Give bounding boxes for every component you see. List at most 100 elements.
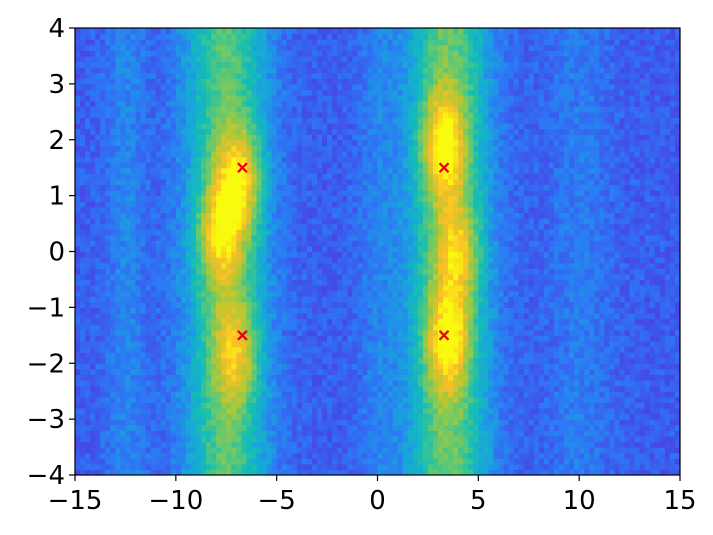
heatmap-cell: [503, 340, 510, 348]
heatmap-cell: [155, 340, 162, 348]
heatmap-cell: [397, 469, 404, 475]
heatmap-cell: [382, 279, 389, 286]
heatmap-cell: [438, 402, 444, 409]
heatmap-cell: [634, 447, 641, 454]
heatmap-cell: [347, 240, 353, 247]
heatmap-cell: [493, 447, 500, 454]
heatmap-cell: [95, 469, 101, 475]
heatmap-cell: [206, 469, 212, 475]
heatmap-cell: [196, 318, 202, 325]
heatmap-cell: [236, 301, 242, 308]
heatmap-cell: [498, 268, 505, 275]
heatmap-cell: [90, 268, 96, 275]
heatmap-cell: [463, 346, 469, 353]
heatmap-cell: [201, 458, 207, 465]
heatmap-cell: [135, 419, 142, 426]
heatmap-cell: [518, 380, 525, 387]
heatmap-cell: [175, 430, 182, 437]
heatmap-cell: [639, 290, 646, 297]
heatmap-cell: [443, 307, 449, 314]
heatmap-cell: [130, 312, 137, 320]
heatmap-cell: [145, 430, 152, 437]
heatmap-cell: [251, 324, 258, 331]
heatmap-cell: [397, 307, 404, 314]
heatmap-cell: [175, 273, 182, 281]
heatmap-cell: [669, 329, 676, 336]
heatmap-cell: [115, 469, 121, 475]
heatmap-cell: [619, 329, 626, 336]
heatmap-cell: [160, 245, 167, 253]
heatmap-cell: [468, 469, 474, 475]
heatmap-cell: [190, 413, 197, 420]
heatmap-cell: [80, 352, 86, 359]
heatmap-cell: [614, 352, 621, 359]
heatmap-cell: [95, 380, 101, 387]
heatmap-cell: [634, 374, 641, 381]
heatmap-cell: [518, 441, 525, 448]
heatmap-cell: [483, 452, 490, 459]
heatmap-cell: [311, 368, 318, 376]
heatmap-cell: [624, 413, 631, 420]
heatmap-cell: [503, 385, 510, 392]
heatmap-cell: [75, 441, 81, 448]
heatmap-cell: [367, 279, 374, 286]
heatmap-cell: [604, 324, 611, 331]
heatmap-cell: [483, 257, 490, 264]
heatmap-cell: [417, 273, 424, 281]
heatmap-cell: [427, 318, 434, 325]
heatmap-cell: [453, 469, 459, 475]
heatmap-cell: [412, 257, 419, 264]
heatmap-cell: [201, 374, 207, 381]
heatmap-cell: [296, 307, 303, 314]
heatmap-cell: [503, 335, 510, 342]
heatmap-cell: [337, 463, 343, 471]
heatmap-cell: [538, 407, 545, 415]
heatmap-cell: [553, 380, 560, 387]
heatmap-cell: [90, 463, 96, 471]
heatmap-cell: [669, 307, 676, 314]
heatmap-cell: [397, 363, 404, 370]
heatmap-cell: [659, 301, 666, 308]
heatmap-cell: [185, 357, 192, 364]
heatmap-cell: [85, 257, 91, 264]
heatmap-cell: [422, 346, 429, 353]
heatmap-cell: [407, 318, 414, 325]
heatmap-cell: [347, 463, 353, 471]
heatmap-cell: [251, 301, 258, 308]
heatmap-cell: [221, 346, 227, 353]
heatmap-cell: [614, 424, 621, 431]
heatmap-cell: [417, 285, 424, 292]
heatmap-cell: [559, 402, 565, 409]
heatmap-cell: [548, 391, 555, 398]
heatmap-cell: [543, 435, 550, 443]
heatmap-cell: [624, 441, 631, 448]
heatmap-cell: [105, 301, 111, 308]
heatmap-cell: [367, 452, 374, 459]
heatmap-cell: [317, 363, 323, 370]
heatmap-cell: [90, 324, 96, 331]
heatmap-cell: [513, 357, 520, 364]
heatmap-cell: [422, 363, 429, 370]
heatmap-cell: [180, 385, 187, 392]
heatmap-cell: [140, 324, 147, 331]
heatmap-cell: [256, 340, 263, 348]
heatmap-cell: [649, 430, 656, 437]
heatmap-cell: [438, 312, 444, 320]
heatmap-cell: [478, 301, 484, 308]
heatmap-cell: [473, 368, 479, 376]
heatmap-cell: [644, 245, 651, 253]
heatmap-cell: [513, 441, 520, 448]
heatmap-cell: [216, 312, 222, 320]
heatmap-cell: [196, 307, 202, 314]
heatmap-cell: [624, 435, 631, 443]
heatmap-cell: [221, 435, 227, 443]
heatmap-cell: [609, 273, 616, 281]
heatmap-cell: [523, 419, 530, 426]
heatmap-cell: [468, 307, 474, 314]
heatmap-cell: [291, 262, 298, 269]
heatmap-cell: [669, 447, 676, 454]
heatmap-cell: [528, 301, 535, 308]
heatmap-cell: [125, 290, 132, 297]
heatmap-cell: [523, 368, 530, 376]
heatmap-cell: [327, 447, 333, 454]
